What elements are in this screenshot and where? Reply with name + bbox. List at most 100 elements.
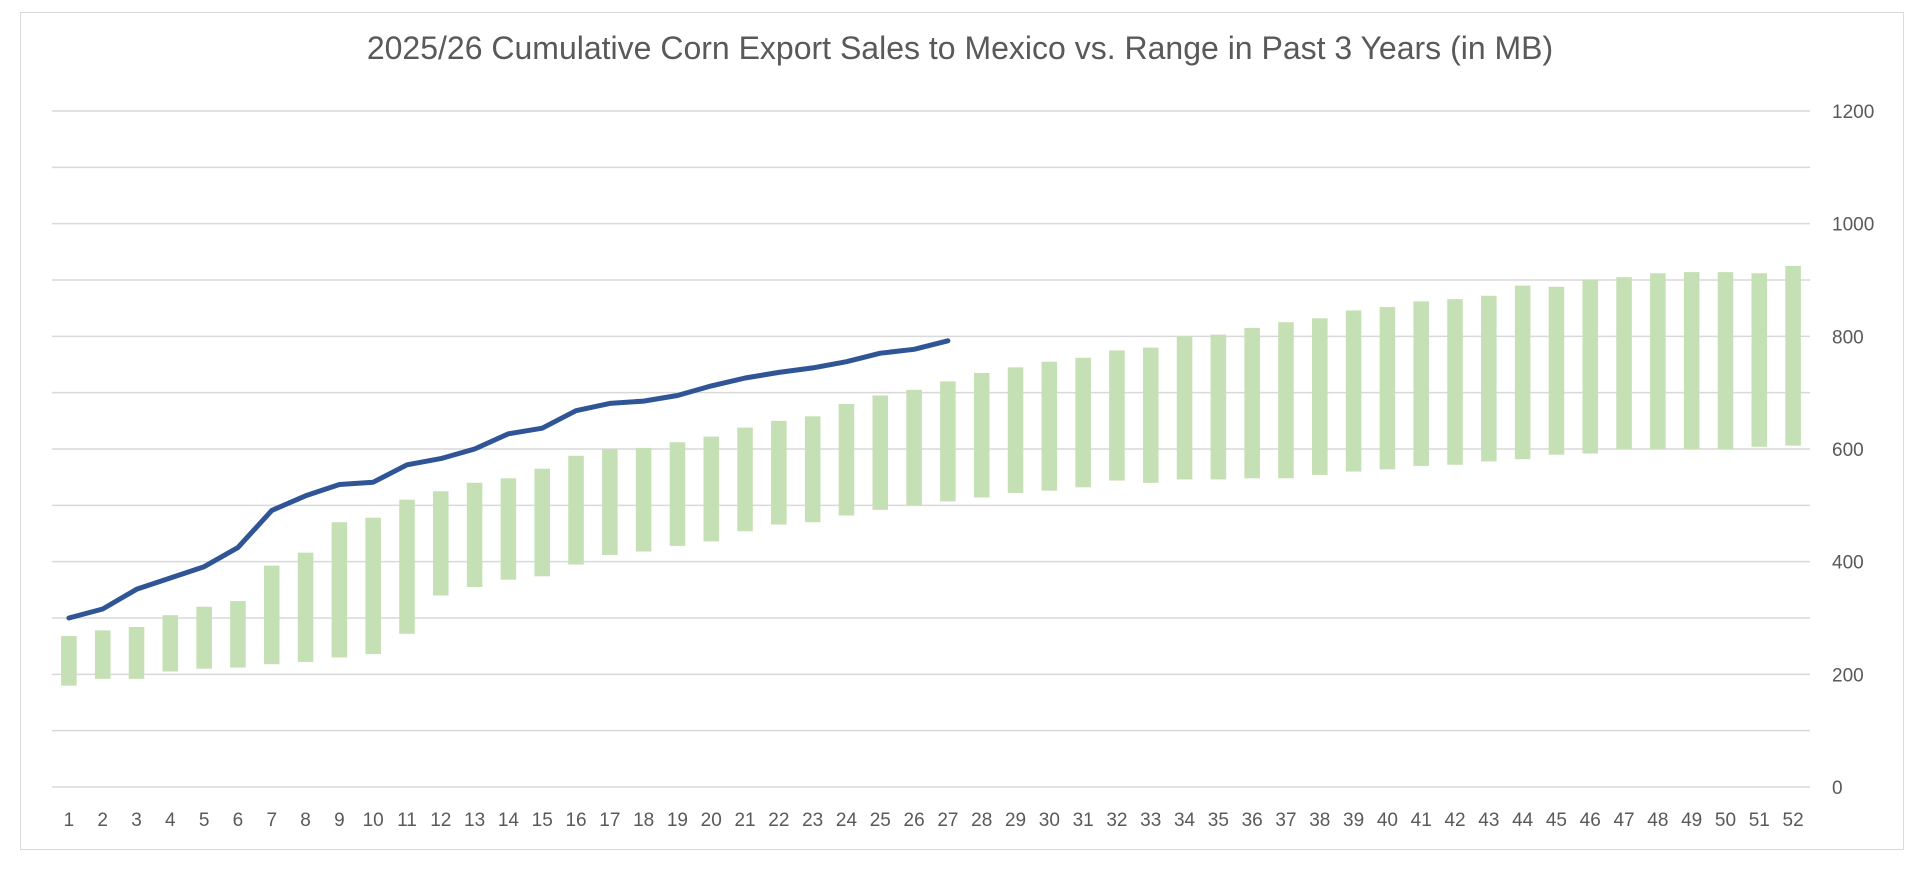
x-tick-label: 31 bbox=[1073, 810, 1094, 831]
range-bar bbox=[500, 478, 517, 580]
x-tick-label: 50 bbox=[1715, 810, 1736, 831]
x-tick-label: 4 bbox=[165, 810, 176, 831]
range-bar bbox=[1717, 272, 1734, 449]
x-tick-label: 14 bbox=[498, 810, 520, 831]
y-tick-label: 600 bbox=[1832, 440, 1864, 461]
range-bar bbox=[1751, 273, 1768, 447]
x-tick-label: 45 bbox=[1546, 810, 1567, 831]
range-bar bbox=[1210, 334, 1227, 480]
x-tick-label: 36 bbox=[1242, 810, 1263, 831]
x-tick-label: 39 bbox=[1343, 810, 1364, 831]
x-tick-label: 35 bbox=[1208, 810, 1229, 831]
x-tick-label: 17 bbox=[599, 810, 620, 831]
x-tick-label: 19 bbox=[667, 810, 688, 831]
range-bar bbox=[1109, 350, 1125, 481]
x-tick-label: 6 bbox=[233, 810, 244, 831]
x-tick-label: 20 bbox=[701, 810, 722, 831]
range-bar bbox=[602, 449, 618, 555]
range-bar bbox=[1650, 273, 1666, 449]
range-bar bbox=[94, 630, 111, 679]
x-tick-label: 1 bbox=[64, 810, 75, 831]
range-bar bbox=[973, 372, 990, 498]
x-tick-label: 52 bbox=[1783, 810, 1804, 831]
x-tick-label: 34 bbox=[1174, 810, 1196, 831]
range-bar bbox=[703, 436, 720, 542]
x-tick-label: 26 bbox=[904, 810, 925, 831]
range-bar bbox=[1379, 307, 1396, 470]
range-bar bbox=[872, 395, 889, 510]
range-bar bbox=[1041, 361, 1058, 491]
x-tick-label: 47 bbox=[1613, 810, 1634, 831]
range-bar bbox=[737, 427, 753, 532]
x-tick-label: 9 bbox=[334, 810, 345, 831]
range-bar bbox=[297, 552, 314, 662]
range-bar bbox=[568, 455, 584, 565]
series-line-2025-26 bbox=[66, 338, 951, 621]
range-bar bbox=[771, 420, 787, 525]
range-bar bbox=[838, 403, 855, 516]
range-bar bbox=[365, 517, 381, 655]
range-bar bbox=[61, 636, 77, 686]
range-bar bbox=[1278, 322, 1294, 479]
range-bar bbox=[1413, 301, 1429, 466]
x-tick-label: 11 bbox=[397, 810, 417, 831]
x-tick-label: 27 bbox=[937, 810, 958, 831]
x-tick-label: 24 bbox=[836, 810, 858, 831]
range-bar bbox=[1075, 357, 1091, 488]
range-bar bbox=[1007, 367, 1024, 493]
x-tick-label: 10 bbox=[363, 810, 384, 831]
x-tick-label: 3 bbox=[131, 810, 142, 831]
x-tick-label: 48 bbox=[1647, 810, 1668, 831]
range-bar bbox=[1481, 295, 1497, 462]
x-tick-label: 28 bbox=[971, 810, 992, 831]
range-bar bbox=[230, 601, 246, 668]
range-bar bbox=[399, 499, 415, 634]
x-tick-label: 30 bbox=[1039, 810, 1060, 831]
x-tick-label: 18 bbox=[633, 810, 654, 831]
range-bar bbox=[1142, 347, 1159, 483]
x-tick-label: 49 bbox=[1681, 810, 1702, 831]
range-bar bbox=[1785, 265, 1801, 446]
x-tick-label: 5 bbox=[199, 810, 210, 831]
range-bar bbox=[940, 381, 956, 502]
x-tick-label: 2 bbox=[97, 810, 108, 831]
x-tick-label: 21 bbox=[734, 810, 755, 831]
x-tick-label: 12 bbox=[430, 810, 451, 831]
range-bar bbox=[635, 447, 652, 552]
range-bar bbox=[1514, 285, 1531, 460]
range-bar bbox=[1312, 318, 1328, 475]
y-tick-label: 1200 bbox=[1832, 102, 1874, 123]
x-tick-label: 8 bbox=[300, 810, 311, 831]
x-tick-label: 44 bbox=[1512, 810, 1534, 831]
x-tick-label: 13 bbox=[464, 810, 485, 831]
x-tick-label: 32 bbox=[1106, 810, 1127, 831]
y-tick-label: 1000 bbox=[1832, 215, 1874, 236]
range-bar bbox=[128, 627, 145, 679]
x-tick-label: 22 bbox=[768, 810, 789, 831]
range-bar bbox=[1683, 272, 1700, 449]
x-tick-label: 41 bbox=[1411, 810, 1432, 831]
range-bar bbox=[466, 482, 483, 588]
range-bar bbox=[906, 389, 922, 506]
range-bar bbox=[1345, 310, 1362, 472]
range-bar bbox=[804, 416, 821, 523]
range-bar bbox=[196, 606, 212, 669]
range-bar bbox=[669, 442, 686, 546]
y-tick-label: 800 bbox=[1832, 327, 1864, 348]
x-tick-label: 43 bbox=[1478, 810, 1499, 831]
range-bar bbox=[534, 468, 550, 577]
range-bar bbox=[1548, 286, 1565, 455]
x-tick-label: 40 bbox=[1377, 810, 1398, 831]
range-bar bbox=[162, 615, 179, 672]
range-bar bbox=[433, 491, 449, 596]
range-bar bbox=[263, 565, 280, 665]
x-tick-label: 37 bbox=[1275, 810, 1296, 831]
x-tick-label: 51 bbox=[1749, 810, 1770, 831]
x-tick-label: 33 bbox=[1140, 810, 1161, 831]
y-tick-label: 200 bbox=[1832, 665, 1864, 686]
x-tick-label: 15 bbox=[532, 810, 553, 831]
x-tick-label: 42 bbox=[1444, 810, 1465, 831]
y-tick-label: 0 bbox=[1832, 778, 1843, 799]
range-bar bbox=[1582, 280, 1599, 454]
